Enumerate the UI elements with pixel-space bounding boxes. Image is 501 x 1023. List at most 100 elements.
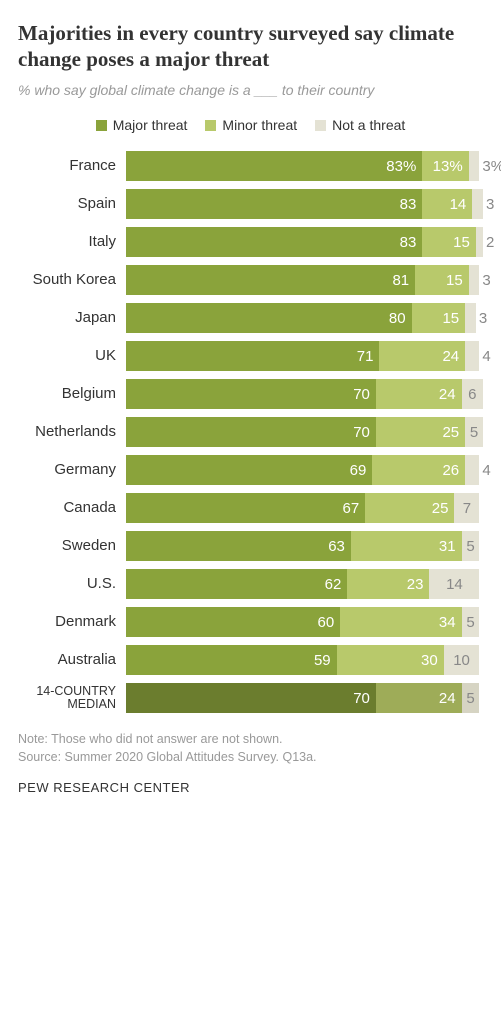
data-row: Germany69264	[18, 455, 483, 485]
bar: 69264	[126, 455, 483, 485]
data-row: Canada67257	[18, 493, 483, 523]
bar: 63315	[126, 531, 483, 561]
legend-item-none: Not a threat	[315, 117, 405, 133]
seg-major: 80	[126, 303, 412, 333]
seg-minor: 31	[351, 531, 462, 561]
data-row: Denmark60345	[18, 607, 483, 637]
seg-major: 62	[126, 569, 347, 599]
row-label: Spain	[18, 196, 126, 213]
chart-subtitle: % who say global climate change is a ___…	[18, 81, 483, 100]
seg-major: 67	[126, 493, 365, 523]
seg-major: 69	[126, 455, 372, 485]
bar: 80153	[126, 303, 483, 333]
seg-none: 4	[465, 455, 479, 485]
data-row: Italy83152	[18, 227, 483, 257]
data-row: Belgium70246	[18, 379, 483, 409]
seg-none: 3	[465, 303, 476, 333]
row-label: Denmark	[18, 614, 126, 631]
seg-minor: 14	[422, 189, 472, 219]
seg-minor: 23	[347, 569, 429, 599]
bar-rows: France83%13%3%Spain83143Italy83152South …	[18, 151, 483, 713]
seg-none: 10	[444, 645, 480, 675]
seg-none: 3	[472, 189, 483, 219]
bar: 60345	[126, 607, 483, 637]
row-label: South Korea	[18, 272, 126, 289]
seg-minor: 34	[340, 607, 461, 637]
seg-minor: 24	[376, 683, 462, 713]
bar: 71244	[126, 341, 483, 371]
seg-none: 2	[476, 227, 483, 257]
seg-minor: 25	[365, 493, 454, 523]
data-row: Sweden63315	[18, 531, 483, 561]
legend-item-minor: Minor threat	[205, 117, 297, 133]
seg-minor: 15	[415, 265, 469, 295]
legend: Major threat Minor threat Not a threat	[18, 117, 483, 133]
bar: 83%13%3%	[126, 151, 483, 181]
seg-none: 6	[462, 379, 483, 409]
seg-minor: 25	[376, 417, 465, 447]
chart-title: Majorities in every country surveyed say…	[18, 20, 483, 73]
bar: 83152	[126, 227, 483, 257]
seg-major: 83%	[126, 151, 422, 181]
bar: 81153	[126, 265, 483, 295]
seg-major: 60	[126, 607, 340, 637]
seg-none: 5	[462, 607, 480, 637]
row-label: Japan	[18, 310, 126, 327]
seg-major: 70	[126, 683, 376, 713]
bar: 622314	[126, 569, 483, 599]
legend-item-major: Major threat	[96, 117, 188, 133]
median-row: 14-COUNTRYMEDIAN70245	[18, 683, 483, 713]
seg-major: 83	[126, 189, 422, 219]
seg-major: 81	[126, 265, 415, 295]
data-row: Spain83143	[18, 189, 483, 219]
row-label: Italy	[18, 234, 126, 251]
note: Note: Those who did not answer are not s…	[18, 731, 483, 766]
row-label: Sweden	[18, 538, 126, 555]
seg-none: 14	[429, 569, 479, 599]
seg-none: 7	[454, 493, 479, 523]
seg-minor: 24	[379, 341, 465, 371]
seg-minor: 15	[412, 303, 466, 333]
seg-none: 3%	[469, 151, 480, 181]
swatch-major	[96, 120, 107, 131]
row-label: France	[18, 158, 126, 175]
seg-minor: 30	[337, 645, 444, 675]
row-label: Netherlands	[18, 424, 126, 441]
data-row: U.S.622314	[18, 569, 483, 599]
data-row: South Korea81153	[18, 265, 483, 295]
row-label: Germany	[18, 462, 126, 479]
footer: PEW RESEARCH CENTER	[18, 780, 483, 795]
seg-minor: 13%	[422, 151, 468, 181]
row-label: UK	[18, 348, 126, 365]
seg-none: 5	[462, 683, 480, 713]
seg-none: 3	[469, 265, 480, 295]
seg-major: 83	[126, 227, 422, 257]
row-label: 14-COUNTRYMEDIAN	[18, 685, 126, 713]
bar: 70246	[126, 379, 483, 409]
bar: 67257	[126, 493, 483, 523]
bar: 70255	[126, 417, 483, 447]
seg-none: 4	[465, 341, 479, 371]
bar: 83143	[126, 189, 483, 219]
data-row: Japan80153	[18, 303, 483, 333]
seg-major: 70	[126, 379, 376, 409]
seg-major: 71	[126, 341, 379, 371]
swatch-none	[315, 120, 326, 131]
seg-minor: 24	[376, 379, 462, 409]
row-label: Canada	[18, 500, 126, 517]
data-row: France83%13%3%	[18, 151, 483, 181]
row-label: Australia	[18, 652, 126, 669]
seg-none: 5	[465, 417, 483, 447]
bar: 70245	[126, 683, 483, 713]
seg-major: 70	[126, 417, 376, 447]
bar: 593010	[126, 645, 483, 675]
seg-minor: 15	[422, 227, 476, 257]
row-label: U.S.	[18, 576, 126, 593]
seg-major: 59	[126, 645, 337, 675]
data-row: UK71244	[18, 341, 483, 371]
row-label: Belgium	[18, 386, 126, 403]
swatch-minor	[205, 120, 216, 131]
data-row: Australia593010	[18, 645, 483, 675]
data-row: Netherlands70255	[18, 417, 483, 447]
seg-minor: 26	[372, 455, 465, 485]
